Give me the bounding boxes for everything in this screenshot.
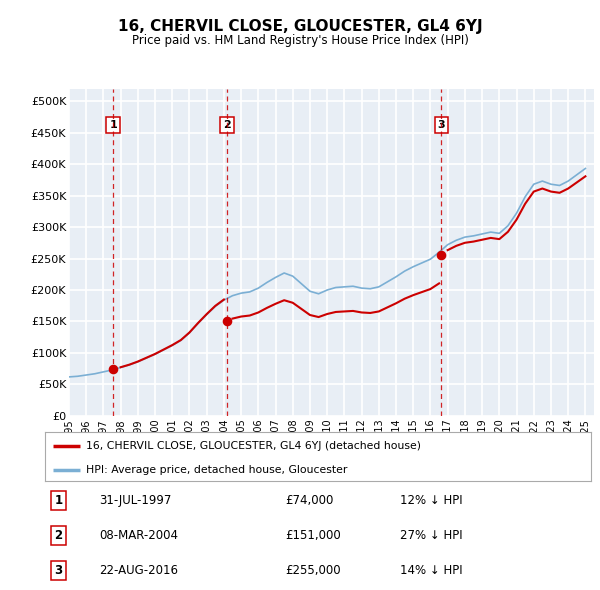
- Text: 1: 1: [55, 494, 63, 507]
- Text: 27% ↓ HPI: 27% ↓ HPI: [400, 529, 463, 542]
- Text: £74,000: £74,000: [285, 494, 334, 507]
- Text: 14% ↓ HPI: 14% ↓ HPI: [400, 564, 463, 577]
- Text: 22-AUG-2016: 22-AUG-2016: [100, 564, 179, 577]
- Point: [222, 316, 232, 326]
- Text: 12% ↓ HPI: 12% ↓ HPI: [400, 494, 463, 507]
- Text: HPI: Average price, detached house, Gloucester: HPI: Average price, detached house, Glou…: [86, 465, 347, 475]
- Text: £151,000: £151,000: [285, 529, 341, 542]
- Text: 2: 2: [223, 120, 231, 130]
- Text: 16, CHERVIL CLOSE, GLOUCESTER, GL4 6YJ: 16, CHERVIL CLOSE, GLOUCESTER, GL4 6YJ: [118, 19, 482, 34]
- Text: 08-MAR-2004: 08-MAR-2004: [100, 529, 179, 542]
- Text: 3: 3: [55, 564, 63, 577]
- Text: 16, CHERVIL CLOSE, GLOUCESTER, GL4 6YJ (detached house): 16, CHERVIL CLOSE, GLOUCESTER, GL4 6YJ (…: [86, 441, 421, 451]
- Text: 31-JUL-1997: 31-JUL-1997: [100, 494, 172, 507]
- Text: £255,000: £255,000: [285, 564, 341, 577]
- Text: 1: 1: [110, 120, 117, 130]
- Point: [437, 251, 446, 260]
- Point: [109, 365, 118, 374]
- Text: 2: 2: [55, 529, 63, 542]
- Text: 3: 3: [437, 120, 445, 130]
- Text: Price paid vs. HM Land Registry's House Price Index (HPI): Price paid vs. HM Land Registry's House …: [131, 34, 469, 47]
